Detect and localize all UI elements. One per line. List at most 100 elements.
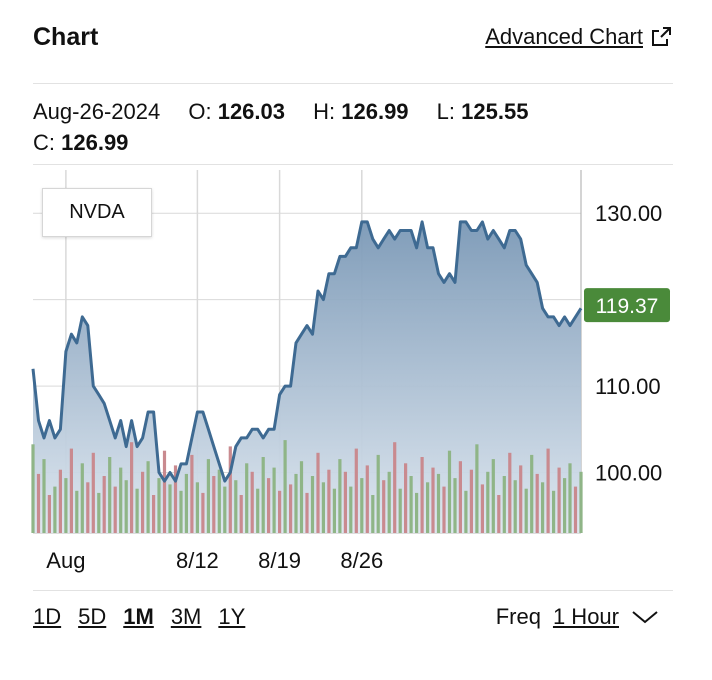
- volume-bar: [458, 461, 462, 533]
- price-chart[interactable]: 100.00 110.00 130.00 119.37: [0, 165, 712, 545]
- volume-bar: [360, 478, 364, 533]
- volume-bar: [278, 490, 282, 533]
- volume-bar: [541, 482, 545, 533]
- range-selector: 1D 5D 1M 3M 1Y: [33, 604, 673, 630]
- y-tick-label: 100.00: [595, 461, 662, 486]
- external-link-icon: [652, 27, 671, 46]
- volume-bar: [195, 482, 199, 533]
- range-5d[interactable]: 5D: [78, 604, 107, 629]
- advanced-chart-link[interactable]: Advanced Chart: [485, 24, 673, 50]
- advanced-chart-label: Advanced Chart: [485, 24, 643, 49]
- volume-bar: [382, 480, 386, 533]
- volume-bar: [409, 476, 413, 533]
- volume-bar: [217, 469, 221, 533]
- volume-bar: [64, 478, 68, 533]
- chart-header: Chart Advanced Chart: [33, 18, 673, 82]
- volume-bar: [119, 467, 123, 533]
- volume-bar: [206, 459, 210, 533]
- volume-bar: [563, 478, 567, 533]
- volume-bar: [97, 492, 101, 533]
- range-1d[interactable]: 1D: [33, 604, 62, 629]
- volume-bar: [398, 488, 402, 533]
- freq-label: Freq: [495, 604, 541, 629]
- volume-bar: [573, 486, 578, 533]
- volume-bar: [250, 471, 254, 533]
- volume-bar: [234, 480, 238, 533]
- volume-bar: [75, 490, 79, 533]
- volume-bar: [579, 471, 583, 533]
- volume-bar: [58, 469, 62, 533]
- ohlc-row-2: C: 126.99: [33, 127, 550, 158]
- volume-bar: [513, 480, 517, 533]
- volume-bar: [272, 467, 276, 533]
- freq-select[interactable]: 1 Hour: [552, 604, 619, 629]
- volume-bar: [349, 486, 353, 533]
- volume-bar: [475, 444, 479, 533]
- footer-divider: [33, 590, 673, 591]
- volume-bar: [338, 459, 342, 533]
- range-1m[interactable]: 1M: [123, 604, 154, 629]
- x-tick-label: 8/19: [258, 548, 302, 573]
- x-tick-label: 8/12: [175, 548, 219, 573]
- volume-bar: [354, 448, 358, 533]
- volume-bar: [530, 454, 534, 533]
- volume-bar: [201, 492, 205, 533]
- volume-bar: [442, 486, 446, 533]
- ohlc-date: Aug-26-2024: [33, 99, 161, 124]
- volume-bar: [321, 482, 325, 533]
- volume-bar: [113, 486, 117, 533]
- volume-bar: [480, 484, 484, 533]
- current-price-label: 119.37: [596, 295, 659, 318]
- volume-bar: [431, 467, 435, 533]
- volume-bar: [179, 490, 183, 533]
- chart-footer: 1D 5D 1M 3M 1Y Freq 1 Hour: [33, 604, 673, 636]
- volume-bar: [86, 482, 90, 533]
- ohlc-low: L: 125.55: [436, 99, 529, 124]
- volume-bar: [420, 457, 424, 533]
- ohlc-close: C: 126.99: [33, 130, 129, 155]
- volume-bar: [42, 459, 46, 533]
- volume-bar: [124, 480, 128, 533]
- x-tick-label: Aug: [46, 548, 86, 573]
- volume-bar: [152, 495, 156, 533]
- volume-bar: [294, 473, 298, 533]
- volume-bar: [223, 486, 227, 533]
- volume-bar: [469, 469, 473, 533]
- volume-bar: [146, 461, 150, 533]
- volume-bar: [69, 448, 73, 533]
- volume-bar: [464, 490, 468, 533]
- volume-bar: [261, 457, 265, 533]
- y-tick-label: 110.00: [595, 374, 661, 399]
- volume-bar: [190, 454, 194, 533]
- volume-bar: [256, 488, 260, 533]
- range-1y[interactable]: 1Y: [218, 604, 246, 629]
- volume-bar: [212, 476, 216, 533]
- volume-bar: [130, 442, 134, 533]
- volume-bar: [267, 478, 271, 533]
- volume-bar: [162, 450, 167, 533]
- volume-bar: [557, 467, 561, 533]
- volume-bar: [108, 457, 112, 533]
- volume-bar: [447, 450, 452, 533]
- volume-bar: [491, 459, 495, 533]
- volume-bar: [310, 476, 315, 533]
- volume-bar: [283, 440, 287, 533]
- volume-bar: [436, 473, 441, 533]
- volume-bar: [299, 461, 304, 533]
- symbol-legend: NVDA: [42, 188, 152, 237]
- volume-bar: [387, 471, 391, 533]
- volume-bar: [486, 471, 490, 533]
- price-area: [33, 221, 581, 533]
- range-3m[interactable]: 3M: [170, 604, 202, 629]
- volume-bar: [371, 495, 375, 533]
- volume-bar: [519, 465, 523, 533]
- volume-bar: [508, 452, 512, 533]
- volume-bar: [102, 476, 106, 533]
- chevron-down-icon[interactable]: [631, 609, 659, 625]
- volume-bar: [173, 465, 178, 533]
- ohlc-divider: [33, 164, 673, 165]
- volume-bar: [332, 488, 336, 533]
- volume-bar: [228, 446, 232, 533]
- volume-bar: [524, 488, 528, 533]
- current-price-tag: [584, 288, 670, 323]
